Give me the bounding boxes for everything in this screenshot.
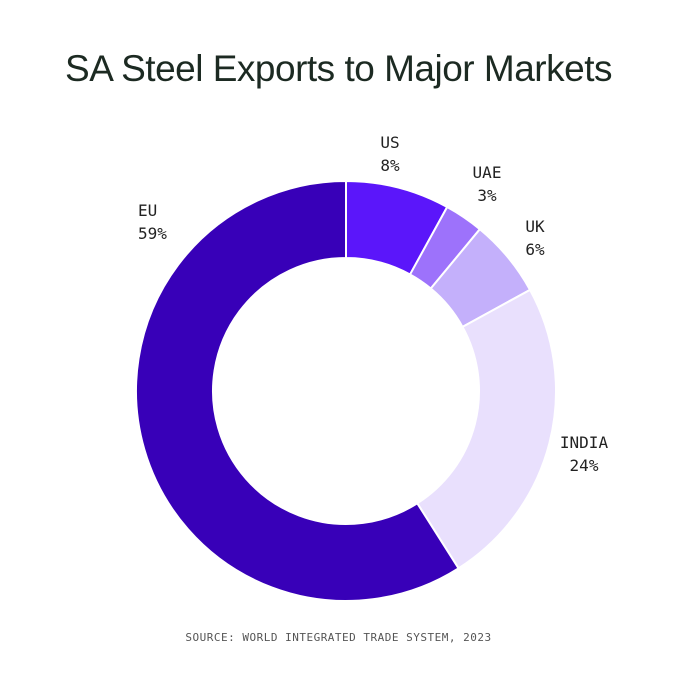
eu-label: EU	[138, 201, 157, 220]
uk-value: 6%	[525, 240, 545, 259]
uae-label: UAE	[473, 163, 502, 182]
source-note: SOURCE: WORLD INTEGRATED TRADE SYSTEM, 2…	[185, 631, 492, 644]
slice-india	[415, 288, 557, 570]
india-value: 24%	[570, 456, 599, 475]
chart-title: SA Steel Exports to Major Markets	[65, 48, 612, 89]
slice-eu	[135, 179, 460, 602]
us-label: US	[380, 133, 399, 152]
us-value: 8%	[380, 156, 400, 175]
uae-value: 3%	[477, 186, 497, 205]
uk-label: UK	[525, 217, 545, 236]
eu-value: 59%	[138, 224, 167, 243]
india-label: INDIA	[560, 433, 609, 452]
